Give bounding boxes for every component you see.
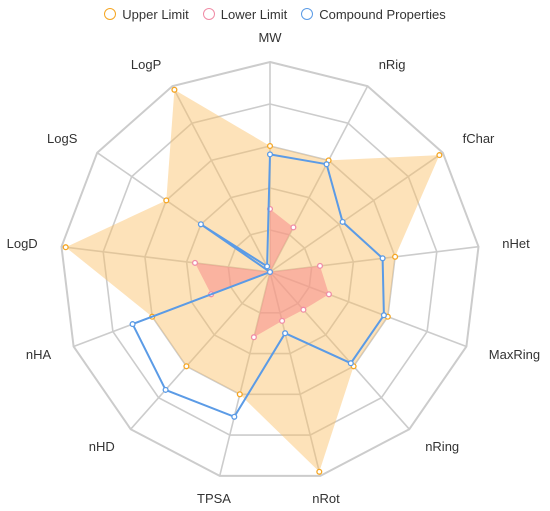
axis-label: MaxRing <box>489 347 540 362</box>
chart-legend: Upper Limit Lower Limit Compound Propertie… <box>0 4 550 24</box>
grid-ring <box>60 60 480 477</box>
series-area <box>195 209 329 338</box>
legend-swatch <box>301 8 314 20</box>
series-area <box>131 153 385 419</box>
legend-swatch <box>202 8 215 20</box>
data-point <box>282 330 289 337</box>
axis-label: fChar <box>463 131 495 146</box>
data-point <box>183 363 190 370</box>
axis-label: nHet <box>502 236 530 251</box>
grid-spoke <box>130 271 271 430</box>
data-point <box>347 360 354 367</box>
axis-label: nHD <box>89 439 115 454</box>
radar-axis-labels: MW nRig fChar nHet MaxRing nRing nRot TPSA nHD nH… <box>7 30 540 506</box>
grid-spoke <box>269 152 444 273</box>
data-point <box>380 312 387 319</box>
series-0 <box>62 86 443 475</box>
data-point <box>379 255 386 262</box>
data-point <box>250 334 257 341</box>
legend-item-1[interactable]: Lower Limit <box>202 6 288 22</box>
data-point <box>266 142 274 150</box>
data-point <box>236 391 243 398</box>
data-point <box>266 151 274 158</box>
legend-label: Compound Properties <box>319 6 446 22</box>
data-point <box>62 244 69 251</box>
data-point <box>323 161 330 168</box>
data-point <box>163 197 170 204</box>
axis-label: nRig <box>379 57 406 72</box>
series-2 <box>129 151 387 420</box>
legend-item-2[interactable]: Compound Properties <box>301 6 446 22</box>
data-point <box>266 268 274 276</box>
axis-label: LogD <box>7 236 38 251</box>
data-point <box>339 218 346 225</box>
grid-ring <box>144 145 396 396</box>
legend-label: Upper Limit <box>122 6 189 22</box>
legend-swatch <box>104 8 117 20</box>
data-point <box>392 253 399 260</box>
grid-ring <box>102 103 438 436</box>
data-point <box>325 291 332 298</box>
data-point <box>316 262 324 269</box>
axis-label: nHA <box>26 347 52 362</box>
axis-label: TPSA <box>197 491 231 506</box>
axis-label: nRing <box>425 439 459 454</box>
data-point <box>231 413 238 420</box>
data-point <box>129 321 136 328</box>
axis-label: LogS <box>47 131 78 146</box>
grid-spoke <box>171 85 271 273</box>
data-point <box>279 317 286 324</box>
grid-spoke <box>61 245 271 273</box>
data-point <box>197 221 204 228</box>
data-point <box>162 386 169 393</box>
grid-spoke <box>269 85 369 273</box>
legend-item-0[interactable]: Upper Limit <box>104 6 189 22</box>
axis-label: MW <box>258 30 282 45</box>
grid-ring <box>185 187 355 355</box>
data-point <box>436 152 443 159</box>
data-point <box>300 306 307 313</box>
series-area <box>65 89 440 472</box>
radar-series <box>62 86 443 475</box>
legend-label: Lower Limit <box>220 6 288 22</box>
axis-label: LogP <box>131 57 161 72</box>
axis-label: nRot <box>312 491 340 506</box>
data-point <box>171 86 178 93</box>
data-point <box>264 263 271 270</box>
data-point <box>316 468 323 475</box>
data-point <box>290 224 297 231</box>
data-point <box>191 259 199 266</box>
